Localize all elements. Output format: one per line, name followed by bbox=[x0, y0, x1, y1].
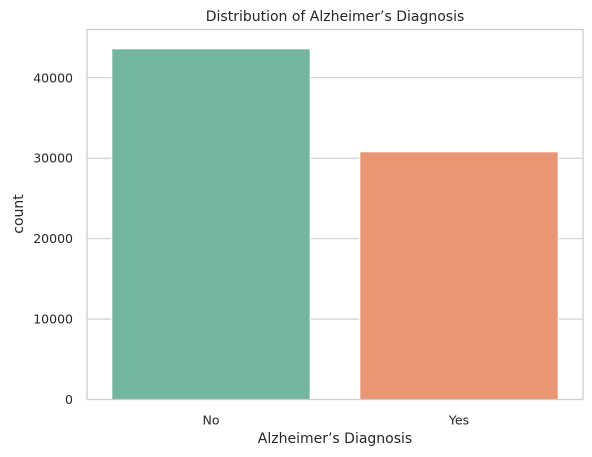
y-tick-label: 30000 bbox=[33, 151, 73, 166]
bar-no bbox=[111, 48, 311, 400]
bars bbox=[111, 48, 559, 400]
x-tick-label: No bbox=[203, 413, 220, 428]
plot-frame bbox=[86, 28, 584, 401]
y-tick-label: 10000 bbox=[33, 312, 73, 327]
x-axis-ticks: No Yes bbox=[203, 413, 470, 428]
x-axis-label: Alzheimer’s Diagnosis bbox=[258, 431, 412, 447]
y-tick-label: 0 bbox=[65, 392, 73, 407]
bar-yes bbox=[359, 151, 559, 400]
y-tick-label: 40000 bbox=[33, 70, 73, 85]
chart-title: Distribution of Alzheimer’s Diagnosis bbox=[206, 9, 465, 25]
x-tick-label: Yes bbox=[448, 413, 469, 428]
y-axis-ticks: 0 10000 20000 30000 40000 bbox=[33, 70, 73, 407]
y-axis-label: count bbox=[11, 194, 27, 234]
y-tick-label: 20000 bbox=[33, 231, 73, 246]
